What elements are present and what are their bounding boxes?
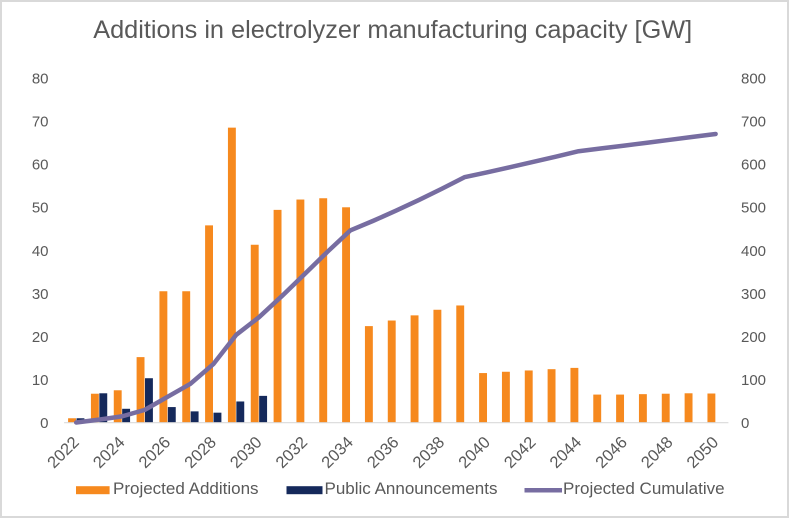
svg-text:40: 40 [32, 243, 49, 260]
svg-text:Public Announcements: Public Announcements [325, 479, 498, 498]
svg-text:70: 70 [32, 114, 49, 131]
svg-text:Projected Additions: Projected Additions [113, 479, 259, 498]
svg-text:80: 80 [32, 71, 49, 88]
svg-text:400: 400 [741, 243, 766, 260]
svg-text:Additions in electrolyzer manu: Additions in electrolyzer manufacturing … [93, 16, 692, 44]
svg-text:Projected Cumulative: Projected Cumulative [563, 479, 725, 498]
svg-text:60: 60 [32, 157, 49, 174]
svg-text:100: 100 [741, 372, 766, 389]
svg-text:50: 50 [32, 200, 49, 217]
svg-text:10: 10 [32, 372, 49, 389]
svg-text:20: 20 [32, 329, 49, 346]
svg-text:700: 700 [741, 114, 766, 131]
svg-text:800: 800 [741, 71, 766, 88]
svg-text:200: 200 [741, 329, 766, 346]
svg-text:500: 500 [741, 200, 766, 217]
svg-text:300: 300 [741, 286, 766, 303]
svg-text:600: 600 [741, 157, 766, 174]
svg-text:30: 30 [32, 286, 49, 303]
svg-text:0: 0 [741, 415, 749, 432]
svg-text:0: 0 [40, 415, 48, 432]
